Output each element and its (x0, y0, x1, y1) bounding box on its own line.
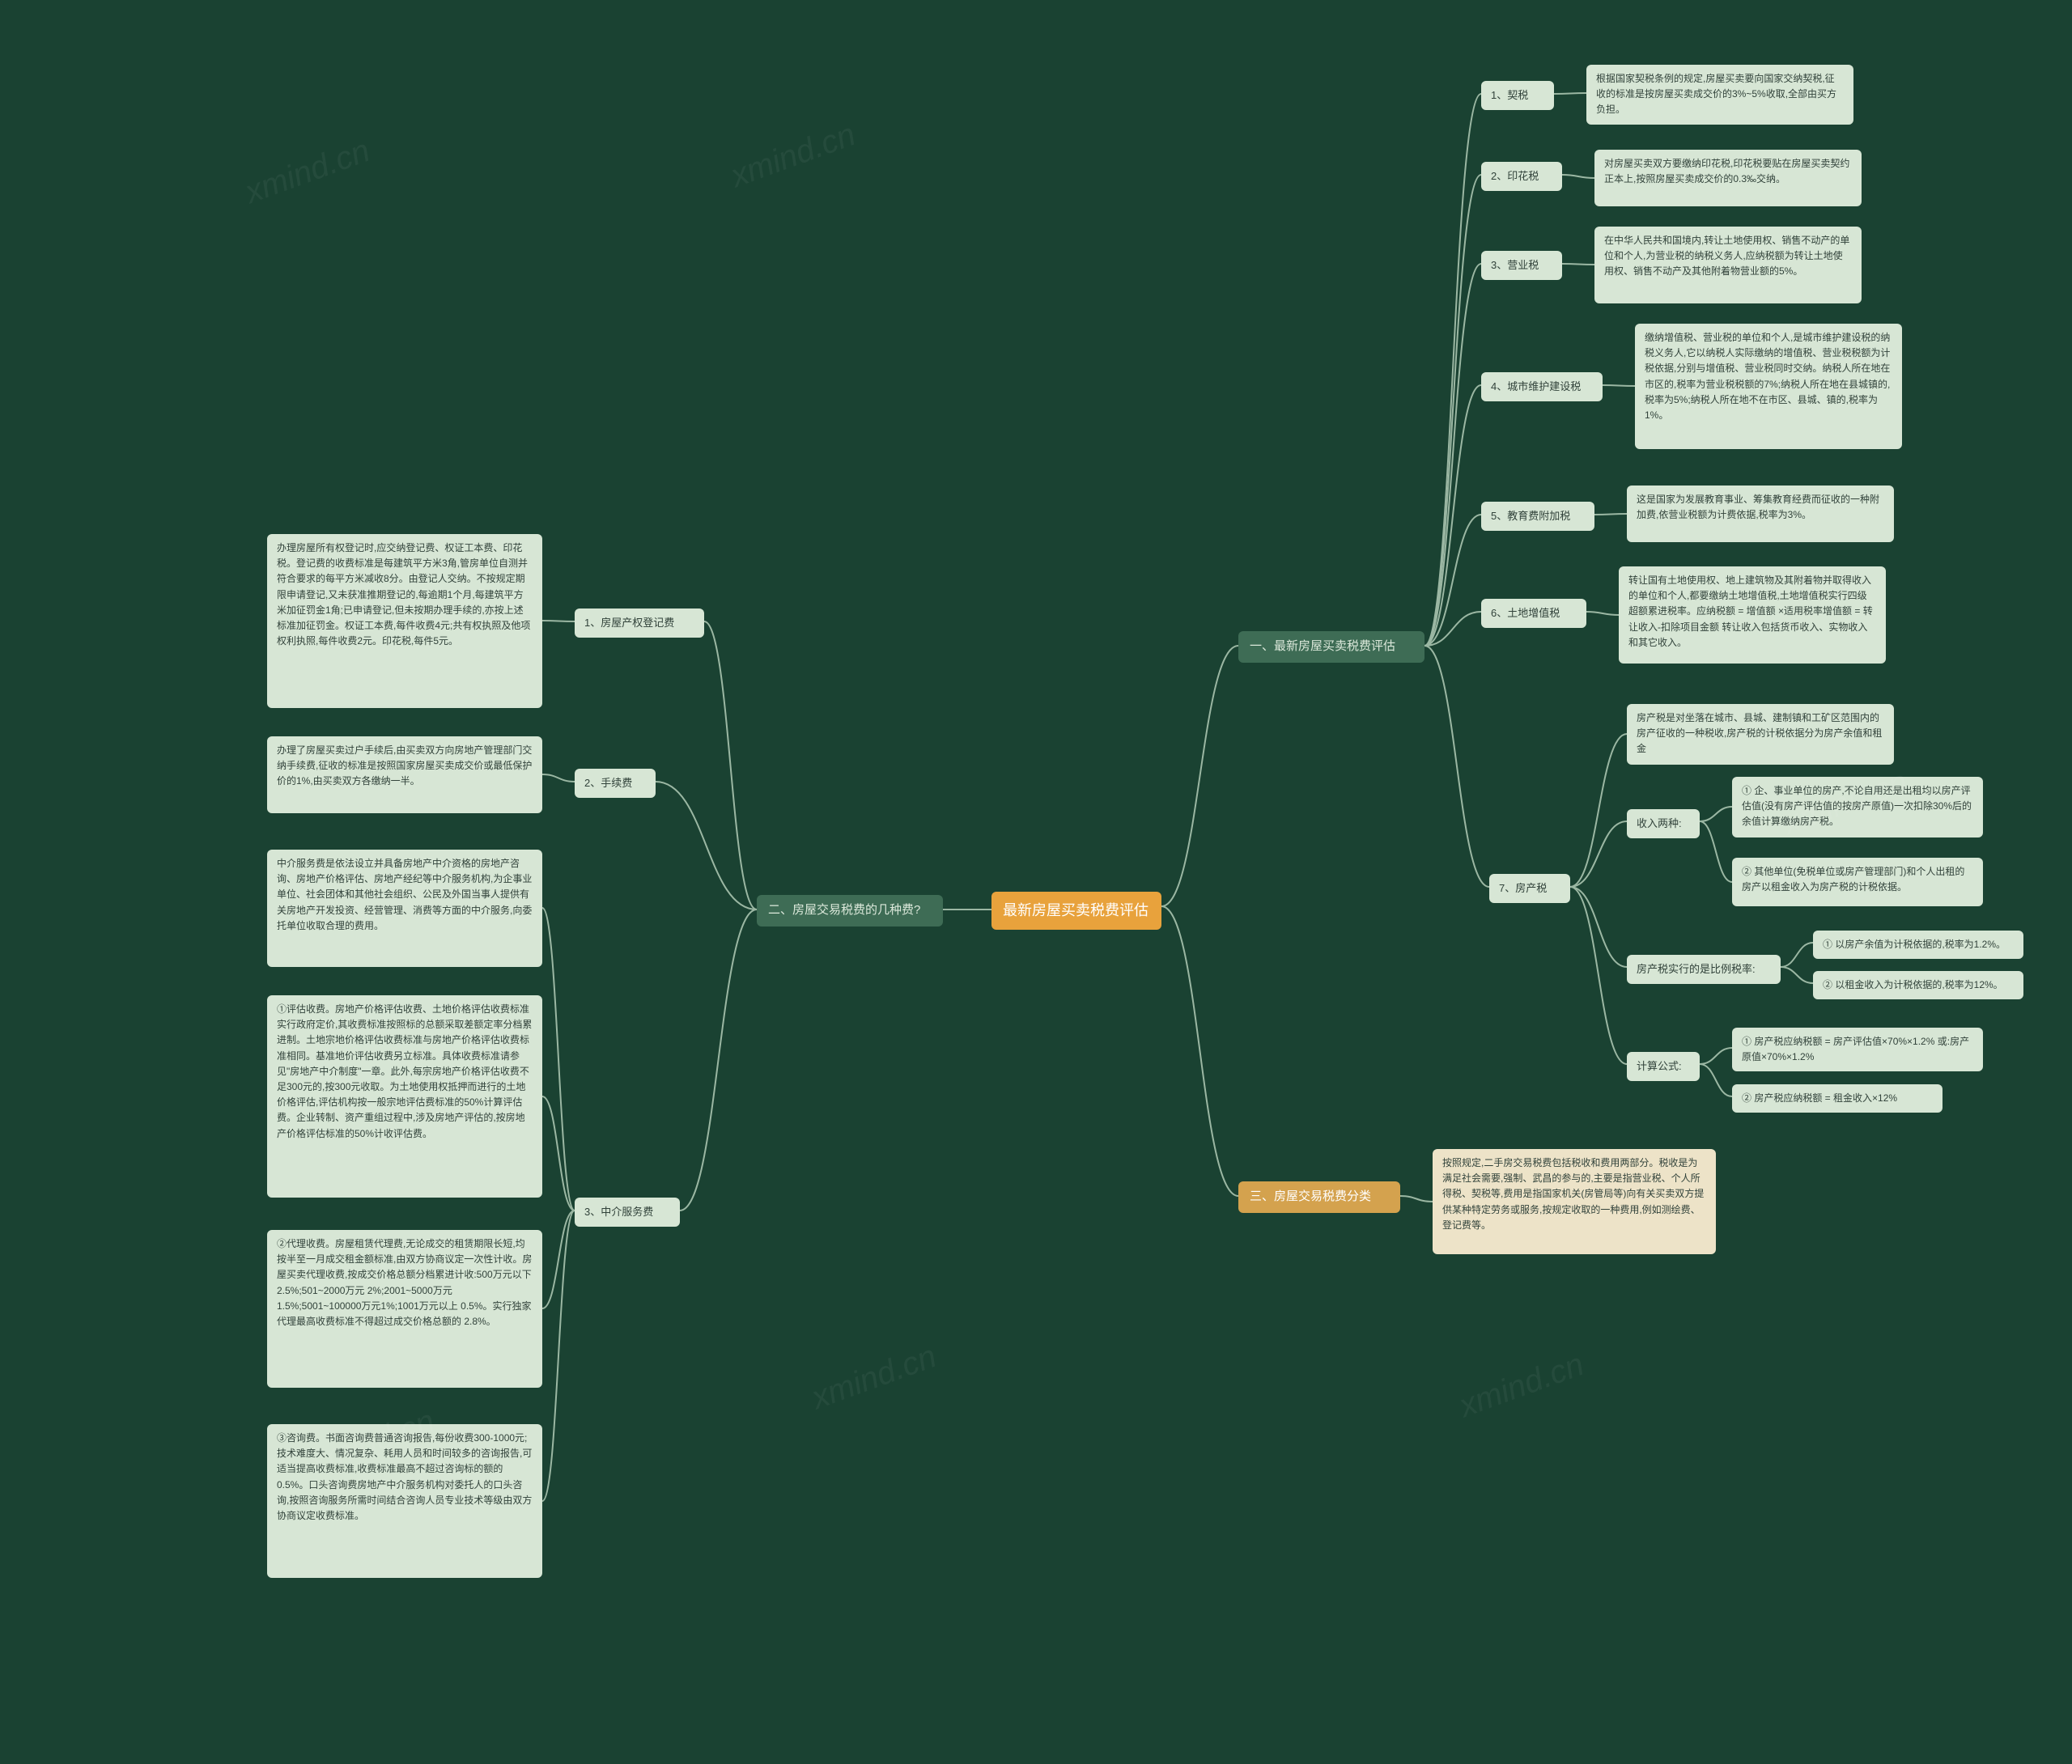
b1-item-1: 2、印花税 (1481, 162, 1562, 191)
b2-item-0: 1、房屋产权登记费 (575, 608, 704, 638)
b1-item-2: 3、营业税 (1481, 251, 1562, 280)
b1-item-0: 1、契税 (1481, 81, 1554, 110)
b1-note-3: 缴纳增值税、营业税的单位和个人,是城市维护建设税的纳税义务人,它以纳税人实际缴纳… (1635, 324, 1902, 449)
watermark: xmind.cn (1454, 1346, 1589, 1425)
b1-note-0: 根据国家契税条例的规定,房屋买卖要向国家交纳契税,征收的标准是按房屋买卖成交价的… (1586, 65, 1853, 125)
b2-sub-2-0: ①评估收费。房地产价格评估收费、土地价格评估收费标准实行政府定价,其收费标准按照… (267, 995, 542, 1198)
b3-note: 按照规定,二手房交易税费包括税收和费用两部分。税收是为满足社会需要,强制、武昌的… (1433, 1149, 1716, 1254)
b1-note-4: 这是国家为发展教育事业、筹集教育经费而征收的一种附加费,依营业税额为计费依据,税… (1627, 486, 1894, 542)
b2-sub-2-2: ③咨询费。书面咨询费普通咨询报告,每份收费300-1000元;技术难度大、情况复… (267, 1424, 542, 1578)
b2-item-1: 2、手续费 (575, 769, 656, 798)
watermark: xmind.cn (726, 117, 860, 195)
b2-sub-2-1: ②代理收费。房屋租赁代理费,无论成交的租赁期限长短,均按半至一月成交租金额标准,… (267, 1230, 542, 1388)
fc-rate-2: ② 以租金收入为计税依据的,税率为12%。 (1813, 971, 2023, 999)
fc-income-1: ① 企、事业单位的房产,不论自用还是出租均以房产评估值(没有房产评估值的按房产原… (1732, 777, 1983, 837)
b1-note-5: 转让国有土地使用权、地上建筑物及其附着物并取得收入的单位和个人,都要缴纳土地增值… (1619, 566, 1886, 664)
fc-rate: 房产税实行的是比例税率: (1627, 955, 1781, 984)
fc-top: 房产税是对坐落在城市、县城、建制镇和工矿区范围内的房产征收的一种税收,房产税的计… (1627, 704, 1894, 765)
watermark: xmind.cn (240, 133, 375, 211)
fc-formula-2: ② 房产税应纳税额 = 租金收入×12% (1732, 1084, 1942, 1113)
branch-2: 二、房屋交易税费的几种费? (757, 895, 943, 927)
fc-formula: 计算公式: (1627, 1052, 1700, 1081)
branch-3: 三、房屋交易税费分类 (1238, 1181, 1400, 1213)
b1-note-1: 对房屋买卖双方要缴纳印花税,印花税要贴在房屋买卖契约正本上,按照房屋买卖成交价的… (1594, 150, 1862, 206)
b1-item-3: 4、城市维护建设税 (1481, 372, 1603, 401)
root-node: 最新房屋买卖税费评估 (991, 892, 1161, 930)
watermark: xmind.cn (807, 1338, 941, 1417)
fc-income: 收入两种: (1627, 809, 1700, 838)
b2-note-1: 办理了房屋买卖过户手续后,由买卖双方向房地产管理部门交纳手续费,征收的标准是按照… (267, 736, 542, 813)
b1-item-6: 7、房产税 (1489, 874, 1570, 903)
b2-note-0: 办理房屋所有权登记时,应交纳登记费、权证工本费、印花税。登记费的收费标准是每建筑… (267, 534, 542, 708)
b1-item-5: 6、土地增值税 (1481, 599, 1586, 628)
b2-item-2: 3、中介服务费 (575, 1198, 680, 1227)
b2-note-2: 中介服务费是依法设立并具备房地产中介资格的房地产咨询、房地产价格评估、房地产经纪… (267, 850, 542, 967)
fc-rate-1: ① 以房产余值为计税依据的,税率为1.2%。 (1813, 931, 2023, 959)
fc-formula-1: ① 房产税应纳税额 = 房产评估值×70%×1.2% 或:房产原值×70%×1.… (1732, 1028, 1983, 1071)
branch-1: 一、最新房屋买卖税费评估 (1238, 631, 1424, 663)
fc-income-2: ② 其他单位(免税单位或房产管理部门)和个人出租的房产以租金收入为房产税的计税依… (1732, 858, 1983, 906)
b1-item-4: 5、教育费附加税 (1481, 502, 1594, 531)
b1-note-2: 在中华人民共和国境内,转让土地使用权、销售不动产的单位和个人,为营业税的纳税义务… (1594, 227, 1862, 303)
